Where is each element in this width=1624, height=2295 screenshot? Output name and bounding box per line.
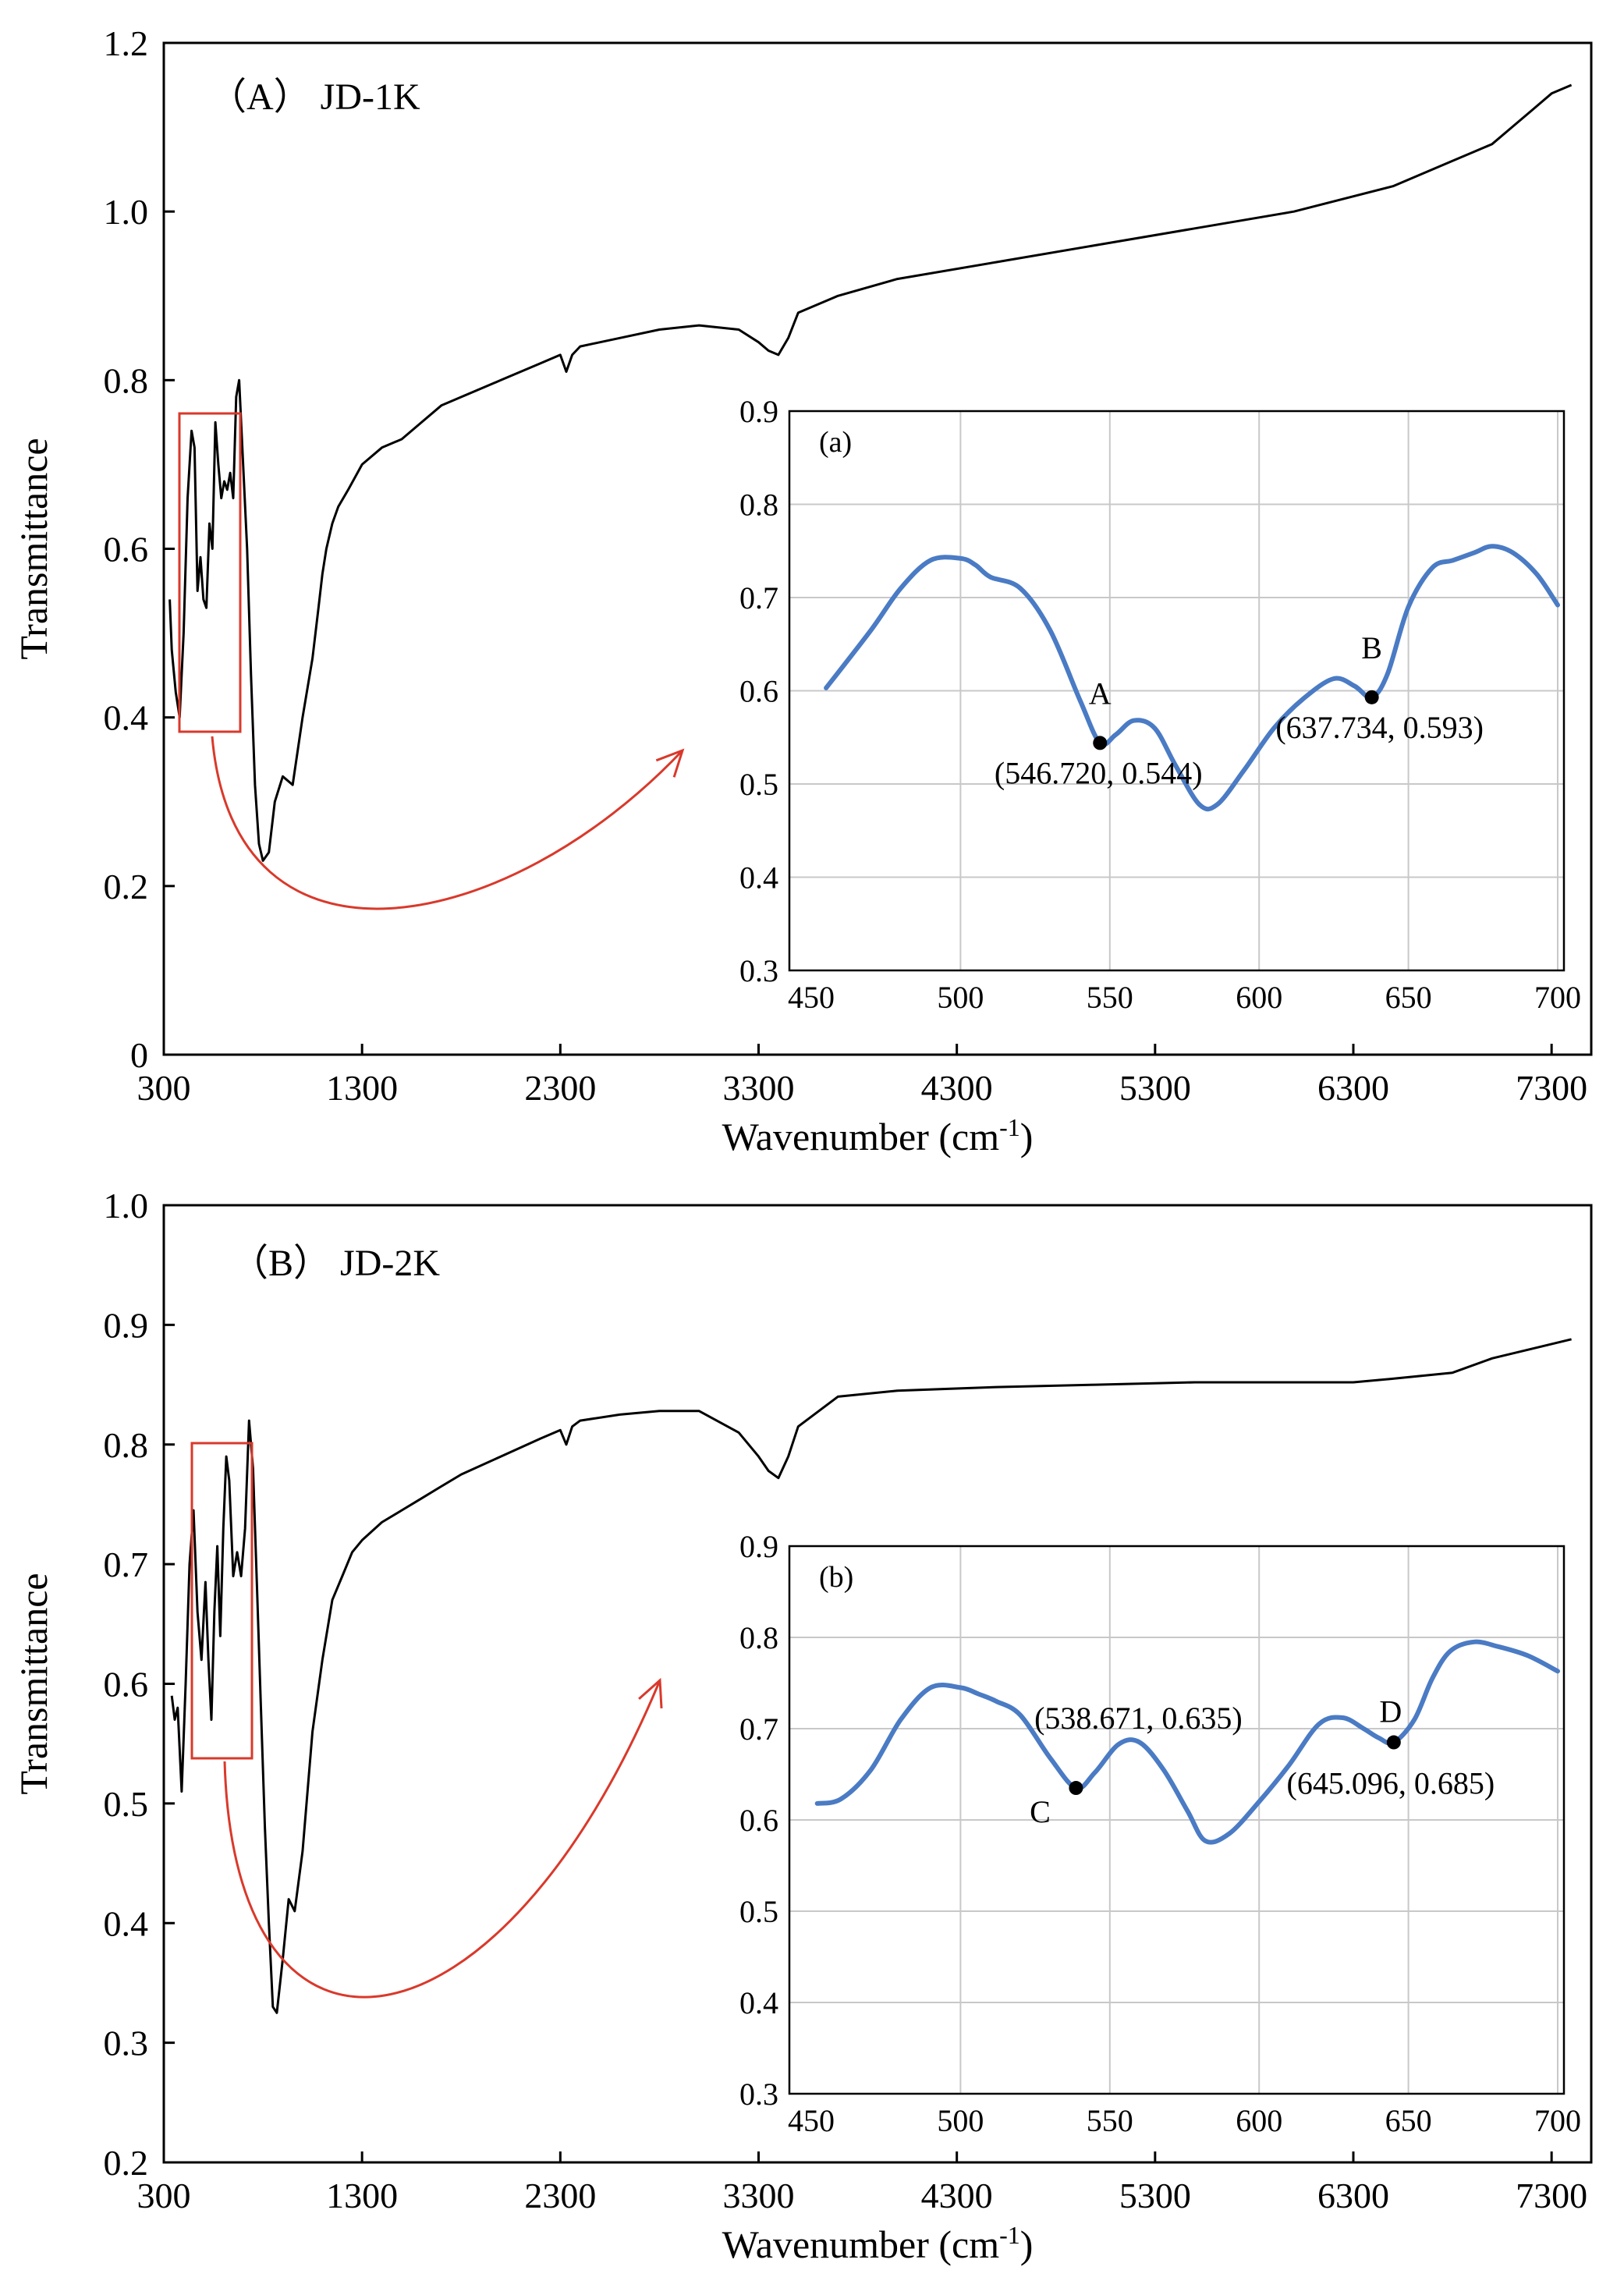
x-tick-label: 4300: [921, 2176, 993, 2215]
inset-y-tick-label: 0.3: [739, 2077, 778, 2112]
y-tick-label: 0.9: [104, 1305, 149, 1345]
inset-series-line: [824, 544, 1560, 812]
inset-y-tick-label: 0.8: [739, 1620, 778, 1655]
x-axis-label-superscript: -1: [999, 2221, 1020, 2249]
inset-x-tick-label: 550: [1087, 980, 1133, 1015]
inset-series-line: [814, 1639, 1560, 1845]
zoom-arrow: [211, 736, 684, 910]
inset-frame: [788, 1545, 1565, 2095]
x-axis-label: Wavenumber (cm-1): [722, 2221, 1034, 2266]
x-tick-label: 5300: [1119, 1068, 1191, 1108]
inset-frame: [788, 410, 1565, 972]
x-tick-label: 300: [137, 1068, 191, 1108]
annotation-mark-c: C: [1030, 1794, 1051, 1829]
inset-x-tick-label: 650: [1385, 980, 1432, 1015]
x-tick-label: 7300: [1516, 2176, 1587, 2215]
x-tick-label: 3300: [723, 2176, 795, 2215]
x-axis-label: Wavenumber (cm-1): [722, 1113, 1034, 1158]
panel-a: 0 0.2 0.4 0.6 0.8 1.0 1.2 300 1300 2300 3300 4300 53…: [12, 23, 1593, 1158]
x-tick-label: 3300: [723, 1068, 795, 1108]
inset-x-tick-label: 700: [1534, 980, 1581, 1015]
series-line-jd-1k: [168, 83, 1573, 862]
zoom-arrowhead: [655, 748, 685, 778]
inset-x-tick-label: 450: [788, 2103, 835, 2138]
inset-y-tick-label: 0.3: [739, 953, 778, 988]
x-axis-label-superscript: -1: [999, 1113, 1020, 1141]
x-tick-label: 4300: [921, 1068, 993, 1108]
inset-x-tick-label: 450: [788, 980, 835, 1015]
annotation-coords-b: (637.734, 0.593): [1275, 710, 1484, 745]
zoom-region-box: [178, 412, 242, 733]
annotation-mark-b: B: [1361, 630, 1382, 665]
annotation-coords-a: (546.720, 0.544): [995, 755, 1203, 790]
inset-y-tick-label: 0.5: [739, 767, 778, 802]
y-tick-label: 0.6: [104, 1665, 149, 1704]
y-tick-label: 0.4: [104, 1903, 149, 1943]
annotation-coords-d: (645.096, 0.685): [1287, 1766, 1495, 1801]
y-tick-label: 0.3: [104, 2024, 149, 2063]
inset-x-tick-label: 600: [1236, 980, 1282, 1015]
x-tick-label: 2300: [524, 2176, 596, 2215]
y-tick-label: 0.6: [104, 530, 149, 569]
annotation-point-c: [1069, 1781, 1083, 1796]
inset-a: 0.3 0.4 0.5 0.6 0.7 0.8 0.9 450 500 550 600 650 700 (…: [739, 394, 1581, 1015]
annotation-point-b: [1364, 690, 1379, 704]
y-tick-label: 0.8: [104, 360, 149, 400]
x-tick-label: 6300: [1317, 1068, 1389, 1108]
inset-y-tick-label: 0.4: [739, 1985, 778, 2020]
x-axis-label-close: ): [1020, 2222, 1034, 2266]
inset-y-tick-label: 0.7: [739, 1711, 778, 1747]
x-tick-label: 5300: [1119, 2176, 1191, 2215]
y-tick-label: 0.7: [104, 1545, 149, 1584]
inset-x-tick-label: 650: [1385, 2103, 1432, 2138]
inset-x-tick-label: 700: [1534, 2103, 1581, 2138]
x-tick-label: 1300: [326, 1068, 398, 1108]
x-tick-label: 7300: [1516, 1068, 1587, 1108]
inset-y-tick-label: 0.6: [739, 1803, 778, 1838]
annotation-mark-d: D: [1379, 1694, 1402, 1729]
inset-x-tick-label: 550: [1087, 2103, 1133, 2138]
panel-title: （A） JD-1K: [209, 76, 420, 118]
inset-y-tick-label: 0.5: [739, 1894, 778, 1929]
y-tick-label: 0.2: [104, 2143, 149, 2183]
zoom-arrowhead: [638, 1677, 663, 1709]
inset-y-tick-label: 0.4: [739, 860, 778, 896]
zoom-region-box: [190, 1442, 254, 1760]
inset-y-tick-label: 0.6: [739, 674, 778, 709]
annotation-point-d: [1386, 1735, 1401, 1750]
y-tick-label: 1.0: [104, 192, 149, 232]
y-tick-label: 0.8: [104, 1425, 149, 1465]
y-axis-label: Transmittance: [12, 1573, 55, 1794]
y-tick-label: 0.5: [104, 1784, 149, 1824]
inset-x-tick-label: 600: [1236, 2103, 1282, 2138]
y-tick-label: 0.4: [104, 698, 149, 738]
inset-label: (b): [819, 1561, 853, 1594]
inset-y-tick-label: 0.9: [739, 394, 778, 429]
panel-b: 0.2 0.3 0.4 0.5 0.6 0.7 0.8 0.9 1.0 300 1300 2300 33…: [12, 1186, 1593, 2266]
y-tick-label: 0.2: [104, 867, 149, 906]
zoom-arrow: [223, 1680, 661, 1999]
inset-x-tick-label: 500: [937, 980, 984, 1015]
annotation-mark-a: A: [1089, 676, 1112, 711]
inset-b: 0.3 0.4 0.5 0.6 0.7 0.8 0.9 450 500 550 600 650 700 (…: [739, 1529, 1581, 2138]
y-tick-label: 0: [130, 1035, 148, 1075]
inset-x-tick-label: 500: [937, 2103, 984, 2138]
inset-label: (a): [819, 426, 852, 459]
x-tick-label: 6300: [1317, 2176, 1389, 2215]
y-tick-label: 1.0: [104, 1186, 149, 1226]
annotation-point-a: [1093, 736, 1108, 750]
x-tick-label: 2300: [524, 1068, 596, 1108]
inset-y-tick-label: 0.8: [739, 488, 778, 523]
annotation-coords-c: (538.671, 0.635): [1034, 1701, 1243, 1736]
x-tick-label: 1300: [326, 2176, 398, 2215]
y-tick-label: 1.2: [104, 23, 149, 63]
x-axis-label-close: ): [1020, 1115, 1034, 1158]
x-tick-label: 300: [137, 2176, 191, 2215]
inset-y-tick-label: 0.7: [739, 580, 778, 615]
series-line-jd-2k: [170, 1338, 1572, 2014]
inset-y-tick-label: 0.9: [739, 1529, 778, 1564]
panel-title: （B） JD-2K: [231, 1243, 440, 1284]
y-axis-label: Transmittance: [12, 438, 55, 659]
